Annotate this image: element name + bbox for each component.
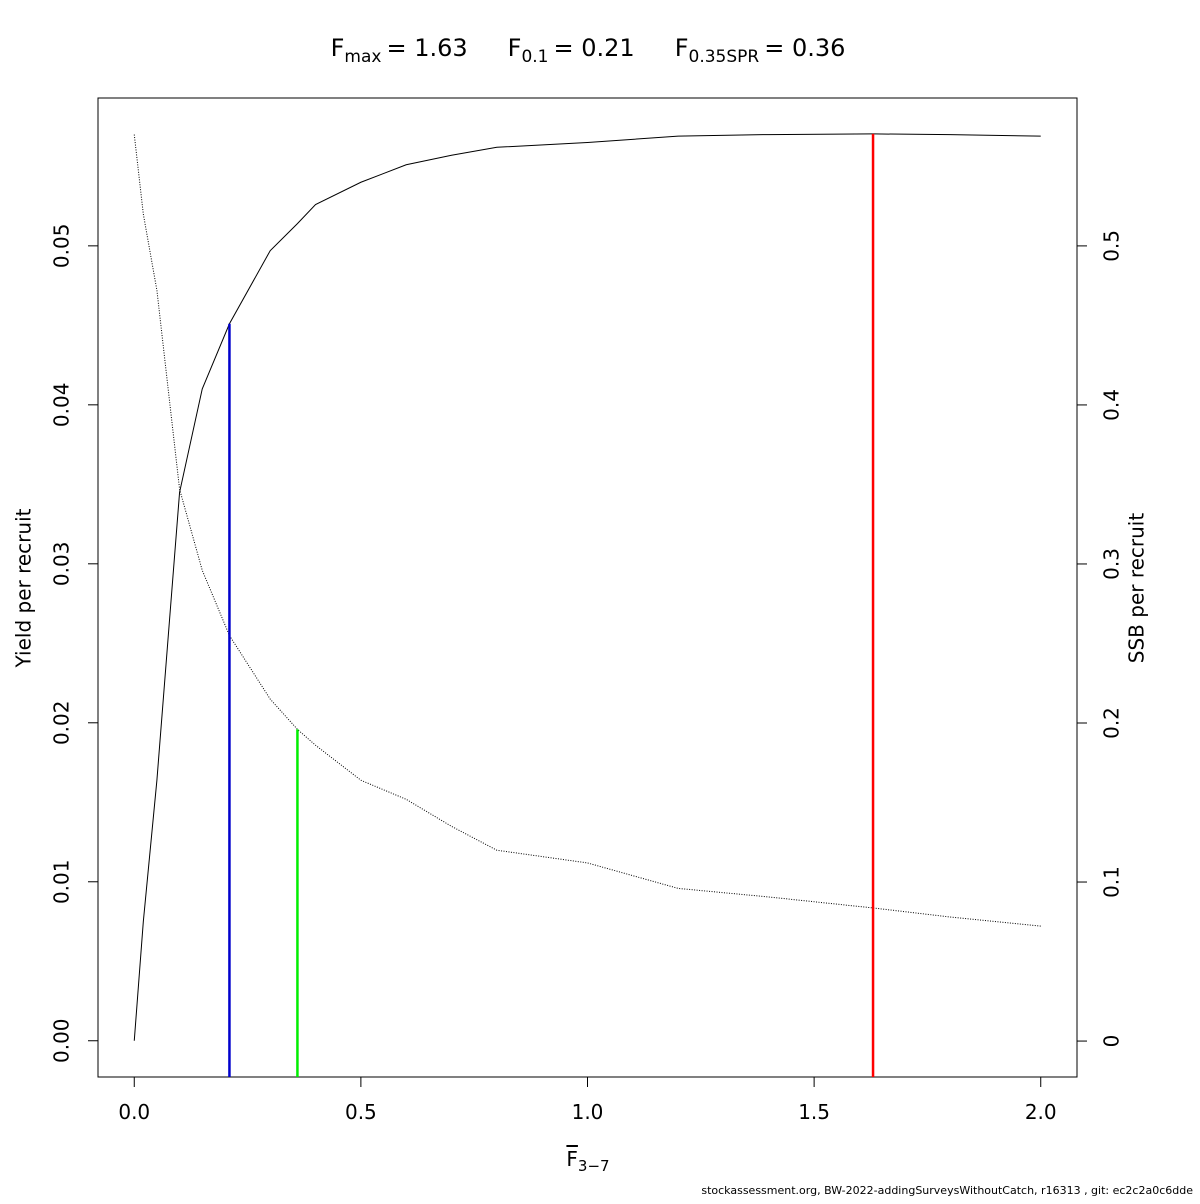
chart-title: Fmax = 1.63 F0.1 = 0.21 F0.35SPR = 0.36 <box>331 34 846 67</box>
y2-tick-label: 0.5 <box>1100 230 1124 262</box>
title-value: = 0.36 <box>764 34 845 62</box>
plot-frame <box>97 97 1078 1078</box>
y-tick-label: 0.03 <box>50 542 74 587</box>
title-subscript: 0.35SPR <box>689 47 760 67</box>
x-tick-label: 1.5 <box>798 1100 830 1124</box>
y2-tick-label: 0.2 <box>1100 707 1124 739</box>
title-subscript: 0.1 <box>521 47 548 67</box>
x-tick-label: 2.0 <box>1025 1100 1057 1124</box>
x-tick-label: 0.5 <box>345 1100 377 1124</box>
y-tick-label: 0.01 <box>50 860 74 905</box>
y-tick-label: 0.02 <box>50 701 74 746</box>
y-axis-label: Yield per recruit <box>12 508 36 668</box>
y2-axis-label: SSB per recruit <box>1125 513 1149 664</box>
title-symbol: F <box>508 34 522 62</box>
y2-tick-label: 0 <box>1100 1035 1124 1048</box>
x-tick-label: 0.0 <box>118 1100 150 1124</box>
title-value: = 0.21 <box>554 34 635 62</box>
title-subscript: max <box>344 47 381 67</box>
y2-tick-label: 0.3 <box>1100 548 1124 580</box>
x-axis-label: F3−7 <box>566 1147 609 1175</box>
footer: stockassessment.org, BW-2022-addingSurve… <box>701 1184 1193 1197</box>
title-value: = 1.63 <box>386 34 467 62</box>
x-label-subscript: 3−7 <box>578 1157 610 1175</box>
y-tick-label: 0.04 <box>50 383 74 428</box>
curve <box>133 134 1041 927</box>
x-label-symbol: F <box>566 1147 578 1171</box>
title-symbol: F <box>675 34 689 62</box>
x-tick-label: 1.0 <box>572 1100 604 1124</box>
title-symbol: F <box>331 34 345 62</box>
y-tick-label: 0.00 <box>50 1018 74 1063</box>
y-tick-label: 0.05 <box>50 224 74 269</box>
y2-tick-label: 0.4 <box>1100 389 1124 421</box>
y2-tick-label: 0.1 <box>1100 866 1124 898</box>
curve <box>133 133 1041 1041</box>
